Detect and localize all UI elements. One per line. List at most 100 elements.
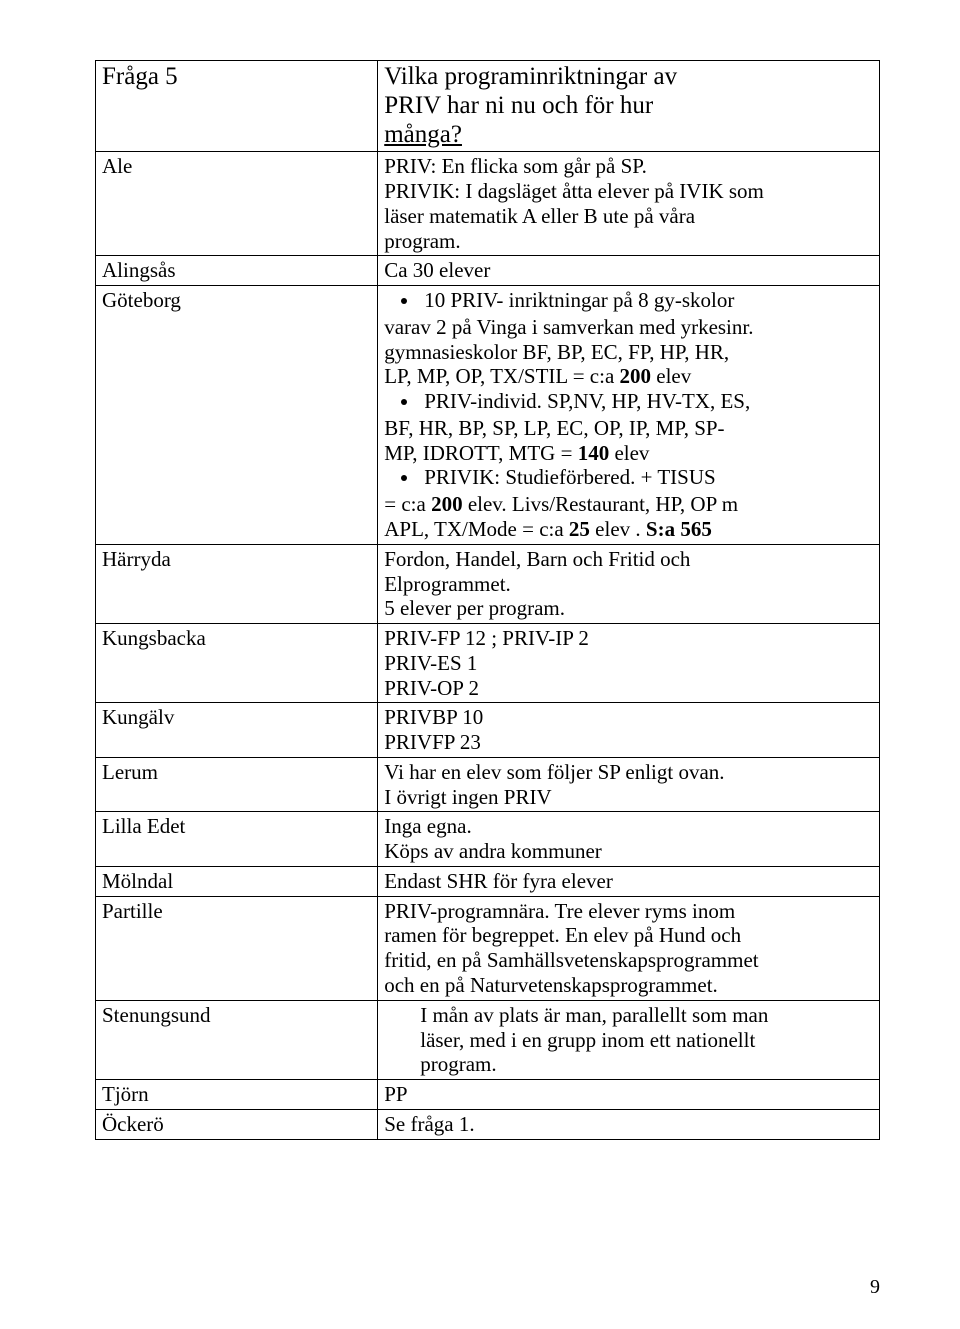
row-label-ockero: Öckerö (96, 1109, 378, 1139)
table-row-header: Fråga 5 Vilka programinriktningar av PRI… (96, 61, 880, 152)
row-label-goteborg: Göteborg (96, 286, 378, 545)
text: 5 elever per program. (384, 596, 565, 620)
text: = c:a (384, 492, 431, 516)
page: Fråga 5 Vilka programinriktningar av PRI… (0, 0, 960, 1329)
row-value-kungsbacka: PRIV-FP 12 ; PRIV-IP 2 PRIV-ES 1 PRIV-OP… (378, 624, 880, 703)
text: varav 2 på Vinga i samverkan med yrkesin… (384, 315, 753, 339)
text: Vi har en elev som följer SP enligt ovan… (384, 760, 724, 784)
continuation: BF, HR, BP, SP, LP, EC, OP, IP, MP, SP- … (384, 416, 873, 466)
row-value-harryda: Fordon, Handel, Barn och Fritid och Elpr… (378, 544, 880, 623)
table-row: Kungälv PRIVBP 10 PRIVFP 23 (96, 703, 880, 758)
list-item: PRIV-individ. SP,NV, HP, HV-TX, ES, (420, 389, 873, 414)
text: elev (609, 441, 649, 465)
row-value-ockero: Se fråga 1. (378, 1109, 880, 1139)
row-label-tjorn: Tjörn (96, 1080, 378, 1110)
table-row: Partille PRIV-programnära. Tre elever ry… (96, 896, 880, 1000)
bold-text: S:a 565 (646, 517, 712, 541)
page-number: 9 (870, 1276, 880, 1299)
text: PRIV: En flicka som går på SP. (384, 154, 647, 178)
row-value-tjorn: PP (378, 1080, 880, 1110)
row-value-ale: PRIV: En flicka som går på SP. PRIVIK: I… (378, 152, 880, 256)
continuation: = c:a 200 elev. Livs/Restaurant, HP, OP … (384, 492, 873, 542)
text: Inga egna. (384, 814, 471, 838)
header-right-line3: många? (384, 121, 462, 148)
row-value-goteborg: 10 PRIV- inriktningar på 8 gy-skolor var… (378, 286, 880, 545)
bold-number: 200 (431, 492, 463, 516)
header-right: Vilka programinriktningar av PRIV har ni… (378, 61, 880, 152)
row-value-alingsas: Ca 30 elever (378, 256, 880, 286)
text: PRIVBP 10 (384, 705, 483, 729)
table-row: Ale PRIV: En flicka som går på SP. PRIVI… (96, 152, 880, 256)
table-row: Göteborg 10 PRIV- inriktningar på 8 gy-s… (96, 286, 880, 545)
text: PRIVIK: Studieförbered. + TISUS (424, 465, 715, 489)
table-row: Mölndal Endast SHR för fyra elever (96, 866, 880, 896)
text: LP, MP, OP, TX/STIL = c:a (384, 364, 619, 388)
text: PRIVIK: I dagsläget åtta elever på IVIK … (384, 179, 764, 203)
text: Köps av andra kommuner (384, 839, 602, 863)
text: fritid, en på Samhällsvetenskapsprogramm… (384, 948, 758, 972)
list-item: 10 PRIV- inriktningar på 8 gy-skolor (420, 288, 873, 313)
text: Elprogrammet. (384, 572, 511, 596)
row-value-lerum: Vi har en elev som följer SP enligt ovan… (378, 757, 880, 812)
text: PRIV-OP 2 (384, 676, 479, 700)
bold-number: 140 (578, 441, 610, 465)
table-row: Stenungsund I mån av plats är man, paral… (96, 1000, 880, 1079)
table-row: Lilla Edet Inga egna. Köps av andra komm… (96, 812, 880, 867)
table-row: Kungsbacka PRIV-FP 12 ; PRIV-IP 2 PRIV-E… (96, 624, 880, 703)
text: 10 PRIV- inriktningar på 8 gy-skolor (424, 288, 734, 312)
table-row: Härryda Fordon, Handel, Barn och Fritid … (96, 544, 880, 623)
header-right-line1: Vilka programinriktningar av (384, 63, 677, 90)
table-row: Alingsås Ca 30 elever (96, 256, 880, 286)
text: elev. Livs/Restaurant, HP, OP m (463, 492, 739, 516)
text: program. (420, 1052, 496, 1076)
data-table: Fråga 5 Vilka programinriktningar av PRI… (95, 60, 880, 1140)
continuation: varav 2 på Vinga i samverkan med yrkesin… (384, 315, 873, 389)
row-value-molndal: Endast SHR för fyra elever (378, 866, 880, 896)
text: PRIV-FP 12 ; PRIV-IP 2 (384, 626, 589, 650)
bold-number: 25 (569, 517, 590, 541)
text: PRIV-ES 1 (384, 651, 477, 675)
row-label-molndal: Mölndal (96, 866, 378, 896)
row-label-stenungsund: Stenungsund (96, 1000, 378, 1079)
row-value-lillaedet: Inga egna. Köps av andra kommuner (378, 812, 880, 867)
row-label-harryda: Härryda (96, 544, 378, 623)
row-label-ale: Ale (96, 152, 378, 256)
row-label-kungsbacka: Kungsbacka (96, 624, 378, 703)
text: elev . (590, 517, 646, 541)
text: läser, med i en grupp inom ett nationell… (420, 1028, 755, 1052)
row-label-lillaedet: Lilla Edet (96, 812, 378, 867)
row-label-kungalv: Kungälv (96, 703, 378, 758)
row-label-alingsas: Alingsås (96, 256, 378, 286)
bullet-list: PRIV-individ. SP,NV, HP, HV-TX, ES, (384, 389, 873, 414)
indented-text: I mån av plats är man, parallellt som ma… (384, 1003, 873, 1077)
header-left: Fråga 5 (96, 61, 378, 152)
text: elev (651, 364, 691, 388)
row-value-kungalv: PRIVBP 10 PRIVFP 23 (378, 703, 880, 758)
text: I övrigt ingen PRIV (384, 785, 551, 809)
bullet-list: 10 PRIV- inriktningar på 8 gy-skolor (384, 288, 873, 313)
text: PRIV-individ. SP,NV, HP, HV-TX, ES, (424, 389, 750, 413)
text: I mån av plats är man, parallellt som ma… (420, 1003, 768, 1027)
bold-number: 200 (620, 364, 652, 388)
text: program. (384, 229, 460, 253)
text: läser matematik A eller B ute på våra (384, 204, 695, 228)
text: och en på Naturvetenskapsprogrammet. (384, 973, 718, 997)
table-row: Öckerö Se fråga 1. (96, 1109, 880, 1139)
text: BF, HR, BP, SP, LP, EC, OP, IP, MP, SP- (384, 416, 724, 440)
header-right-line2: PRIV har ni nu och för hur (384, 92, 653, 119)
text: MP, IDROTT, MTG = (384, 441, 577, 465)
row-label-lerum: Lerum (96, 757, 378, 812)
row-label-partille: Partille (96, 896, 378, 1000)
text: gymnasieskolor BF, BP, EC, FP, HP, HR, (384, 340, 729, 364)
text: ramen för begreppet. En elev på Hund och (384, 923, 741, 947)
table-row: Lerum Vi har en elev som följer SP enlig… (96, 757, 880, 812)
text: Fordon, Handel, Barn och Fritid och (384, 547, 690, 571)
row-value-partille: PRIV-programnära. Tre elever ryms inom r… (378, 896, 880, 1000)
text: PRIV-programnära. Tre elever ryms inom (384, 899, 735, 923)
table-row: Tjörn PP (96, 1080, 880, 1110)
list-item: PRIVIK: Studieförbered. + TISUS (420, 465, 873, 490)
text: APL, TX/Mode = c:a (384, 517, 569, 541)
bullet-list: PRIVIK: Studieförbered. + TISUS (384, 465, 873, 490)
text: PRIVFP 23 (384, 730, 481, 754)
row-value-stenungsund: I mån av plats är man, parallellt som ma… (378, 1000, 880, 1079)
